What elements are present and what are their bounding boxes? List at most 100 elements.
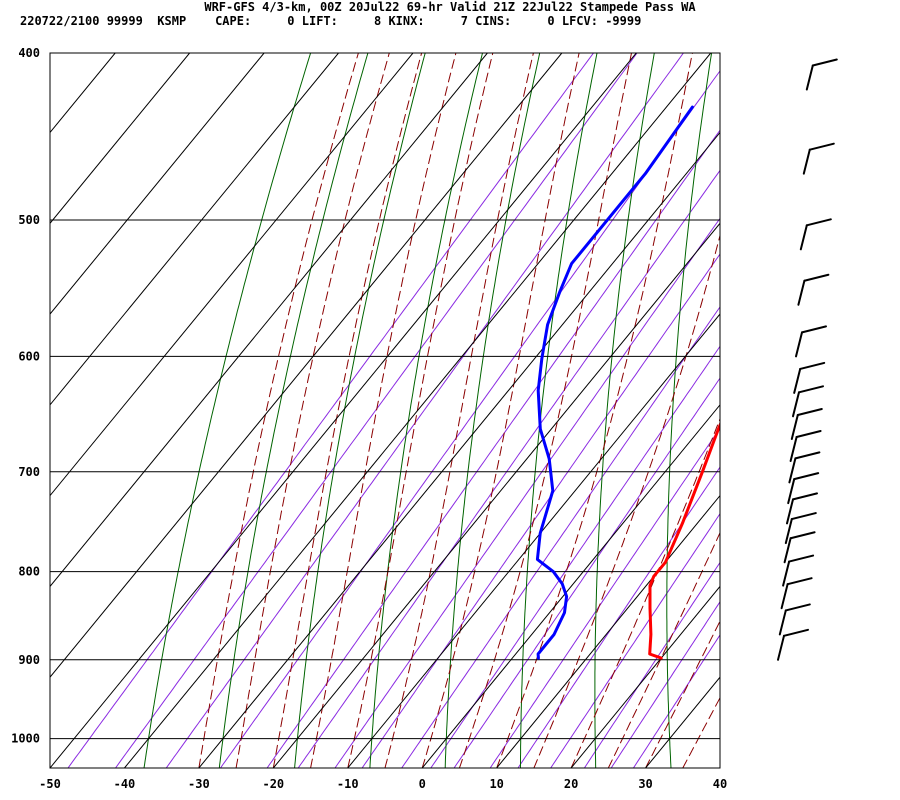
wind-barb-flag xyxy=(805,218,832,227)
moist-adiabat-line xyxy=(235,53,390,768)
moist-adiabat-line xyxy=(421,53,580,768)
mixing-ratio-line xyxy=(517,466,720,768)
moist-adiabat-line xyxy=(496,53,693,768)
isotherm-line xyxy=(645,676,720,768)
wind-barb xyxy=(788,451,821,484)
mixing-ratio-line xyxy=(610,600,720,768)
wind-barb-flag xyxy=(790,512,817,521)
wind-barb-flag xyxy=(789,531,816,540)
isotherm-line xyxy=(496,494,720,768)
mixing-ratio-line xyxy=(489,427,720,768)
dry-adiabat-line xyxy=(369,53,483,768)
mixing-ratio-line xyxy=(297,169,720,768)
moist-adiabat-line xyxy=(198,53,359,768)
moist-adiabat-line xyxy=(458,53,632,768)
wind-barb xyxy=(787,472,820,505)
mixing-ratio-line xyxy=(583,561,720,768)
x-tick-label: -30 xyxy=(188,777,210,791)
wind-barb-flag xyxy=(811,58,838,67)
wind-barb-staff xyxy=(788,457,797,484)
chart-title: WRF-GFS 4/3-km, 00Z 20Jul22 69-hr Valid … xyxy=(204,0,696,14)
isotherm-line xyxy=(50,53,414,497)
y-tick-label: 600 xyxy=(18,349,40,363)
wind-barb-flag xyxy=(788,554,815,563)
x-tick-label: 40 xyxy=(713,777,727,791)
wind-barb xyxy=(797,273,830,306)
plot-frame xyxy=(49,52,721,769)
wind-barb xyxy=(793,361,826,394)
moist-adiabat-line xyxy=(719,766,720,768)
moist-adiabat-line xyxy=(757,53,900,768)
x-tick-label: -20 xyxy=(262,777,284,791)
dry-adiabat-line xyxy=(294,53,426,768)
dry-adiabat-line xyxy=(218,53,369,768)
mixing-ratio-line xyxy=(430,345,720,768)
wind-barb-flag xyxy=(792,492,818,501)
sounding-stats: 220722/2100 99999 KSMP CAPE: 0 LIFT: 8 K… xyxy=(20,14,642,28)
wind-barb xyxy=(780,577,813,610)
isotherm-line xyxy=(198,131,720,768)
mixing-ratio-line xyxy=(453,377,720,768)
isotherm-line xyxy=(50,53,488,588)
mixing-ratio-line xyxy=(632,634,720,768)
wind-barb-staff xyxy=(790,413,799,440)
wind-barb-flag xyxy=(795,429,822,438)
dry-adiabat-line xyxy=(143,53,312,768)
wind-barb-flag xyxy=(803,273,830,282)
wind-barb xyxy=(789,429,822,462)
moist-adiabat-line xyxy=(310,53,457,768)
isotherm-line xyxy=(50,53,265,315)
y-tick-label: 700 xyxy=(18,465,40,479)
wind-barb-flag xyxy=(798,385,824,394)
dry-adiabat-line xyxy=(869,53,897,768)
wind-barbs xyxy=(777,58,838,661)
wind-barb-staff xyxy=(797,279,806,306)
wind-barb-staff xyxy=(802,148,811,175)
mixing-ratio-line xyxy=(220,70,720,768)
wind-barb-flag xyxy=(786,577,813,586)
isotherm-line xyxy=(50,53,116,134)
isotherm-line xyxy=(347,313,720,768)
dry-adiabat-line xyxy=(594,53,655,768)
moist-adiabat-line xyxy=(384,53,534,768)
wind-barb-staff xyxy=(799,224,808,251)
wind-barb-staff xyxy=(792,391,800,418)
y-tick-label: 900 xyxy=(18,653,40,667)
wind-barb xyxy=(805,58,838,91)
wind-barb-staff xyxy=(795,331,803,358)
wind-barb xyxy=(786,492,818,525)
axis-layer: 400 500 600 700 800 900 1000 -50 -40 -30 -20 -10 0 10… xyxy=(11,46,727,791)
y-tick-label: 800 xyxy=(18,565,40,579)
x-tick-label: -10 xyxy=(337,777,359,791)
mixing-ratio-line xyxy=(401,306,720,768)
wind-barb xyxy=(790,407,823,440)
x-tick-label: 30 xyxy=(638,777,652,791)
wind-barb-staff xyxy=(787,478,796,505)
y-tick-label: 1000 xyxy=(11,732,40,746)
dry-adiabat-line xyxy=(737,53,769,768)
isotherm-line xyxy=(421,404,720,768)
wind-barb-staff xyxy=(783,537,792,564)
moist-adiabat-line xyxy=(645,620,720,768)
wind-barb xyxy=(778,603,811,636)
data-layer xyxy=(535,105,720,660)
wind-barb-staff xyxy=(789,435,798,462)
temperature-line xyxy=(648,421,720,660)
dry-adiabat-line xyxy=(666,53,713,768)
wind-barb xyxy=(802,142,835,175)
mixing-ratio-line xyxy=(266,129,720,768)
wind-barb-staff xyxy=(784,518,793,545)
mixing-ratio-line xyxy=(115,53,638,768)
wind-barb-staff xyxy=(805,64,814,91)
x-tick-label: 20 xyxy=(564,777,578,791)
wind-barb-staff xyxy=(777,634,785,661)
isotherm-line xyxy=(719,767,720,768)
wind-barb-flag xyxy=(808,142,835,151)
moist-adiabat-line xyxy=(533,233,720,768)
wind-barb xyxy=(795,325,827,358)
mixing-ratio-line xyxy=(550,512,720,768)
wind-barb-staff xyxy=(782,560,791,587)
wind-barb-staff xyxy=(780,583,789,610)
isotherm-line xyxy=(50,53,637,768)
x-tick-label: 10 xyxy=(489,777,503,791)
